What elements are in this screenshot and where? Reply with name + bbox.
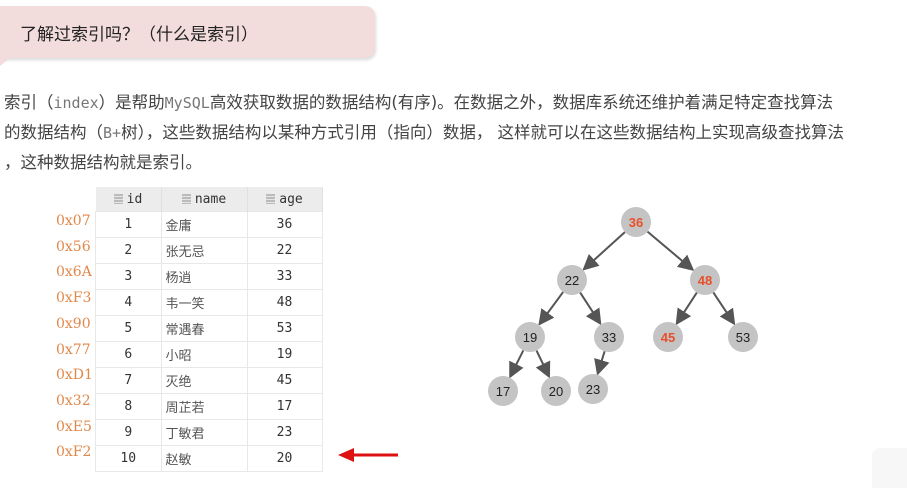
table-row[interactable]: 9 丁敏君 23 (95, 419, 323, 446)
tree-edge (646, 230, 695, 271)
tree-node (557, 265, 587, 295)
row-address: 0xE5 (56, 418, 92, 435)
cell-name: 丁敏君 (160, 419, 248, 446)
definition-paragraph: 索引（index）是帮助MySQL高效获取数据的数据结构(有序)。在数据之外，数… (4, 88, 904, 178)
table-row[interactable]: 3 杨逍 33 (95, 263, 323, 290)
cell-id: 4 (95, 289, 162, 316)
column-icon (266, 193, 276, 204)
table-row[interactable]: 4 韦一笑 48 (95, 289, 323, 316)
tree-node-label: 20 (549, 384, 563, 399)
bubble-tail (0, 58, 10, 66)
tree-node-label: 33 (602, 330, 616, 345)
text-mono: MySQL (164, 94, 210, 112)
tree-node-label: 45 (661, 330, 675, 345)
table-row[interactable]: 8 周芷若 17 (95, 393, 323, 420)
text: 高效获取数据的数据结构(有序)。在数据之外，数据库系统还维护着满足特定查找算法 (209, 93, 834, 112)
paragraph-line-2: 的数据结构（B+树），这些数据结构以某种方式引用（指向）数据， 这样就可以在这些… (4, 118, 904, 148)
column-header-label: name (194, 191, 227, 207)
cell-id: 10 (95, 445, 162, 472)
cell-age: 19 (246, 341, 323, 368)
cell-name: 灭绝 (160, 367, 248, 394)
cell-id: 2 (95, 237, 162, 264)
tree-node (578, 374, 608, 404)
tree-edge (594, 351, 610, 376)
tree-node (594, 322, 624, 352)
tree-node-label: 36 (629, 215, 643, 230)
paragraph-line-1: 索引（index）是帮助MySQL高效获取数据的数据结构(有序)。在数据之外，数… (4, 88, 904, 118)
table-row[interactable]: 7 灭绝 45 (95, 367, 323, 394)
column-header-label: id (126, 191, 143, 207)
text-mono: index (53, 94, 99, 112)
table-row[interactable]: 6 小昭 19 (95, 341, 323, 368)
table-row[interactable]: 10 赵敏 20 (95, 445, 323, 472)
tree-edge (509, 349, 525, 379)
paragraph-line-3: ，这种数据结构就是索引。 (4, 153, 202, 172)
tree-edge (582, 231, 626, 271)
column-header-label: age (279, 191, 303, 207)
cell-name: 周芷若 (160, 393, 248, 420)
tree-node-label: 17 (496, 384, 510, 399)
question-title: 了解过索引吗？（什么是索引） (20, 25, 258, 45)
user-table: id name age 1 金庸 36 2 张无忌 22 3 杨逍 33 4 韦一笑 48 5 常遇春 53 6 小… (95, 187, 323, 472)
text: 索引（ (4, 93, 54, 112)
tree-node-label: 53 (736, 330, 750, 345)
text: ）是帮助 (98, 93, 165, 112)
column-header-id[interactable]: id (95, 187, 162, 212)
tree-edge (675, 292, 698, 326)
cell-name: 张无忌 (160, 237, 248, 264)
row-address: 0x56 (56, 238, 91, 255)
tree-node-label: 22 (565, 273, 579, 288)
column-icon (181, 193, 191, 204)
row-address: 0xD1 (56, 367, 93, 384)
question-bubble: 了解过索引吗？（什么是索引） (0, 6, 375, 66)
tree-node (728, 322, 758, 352)
table-row[interactable]: 2 张无忌 22 (95, 237, 323, 264)
red-arrow-icon (338, 448, 398, 462)
cell-age: 20 (246, 445, 323, 472)
row-address: 0xF3 (56, 290, 92, 307)
video-player-icon[interactable] (872, 448, 907, 488)
row-address: 0x07 (56, 213, 91, 229)
row-address: 0x6A (56, 264, 92, 281)
tree-node (653, 322, 683, 352)
cell-id: 9 (95, 419, 162, 446)
tree-node-label: 19 (523, 330, 537, 345)
row-address: 0x32 (56, 392, 91, 409)
text: 的数据结构（ (4, 123, 103, 142)
row-address: 0xF2 (56, 444, 92, 461)
tree-node (690, 265, 720, 295)
cell-age: 36 (246, 211, 323, 238)
tree-edge (712, 291, 736, 326)
column-header-age[interactable]: age (247, 187, 323, 212)
cell-name: 赵敏 (160, 445, 248, 472)
column-icon (113, 193, 123, 204)
row-address: 0x90 (56, 315, 91, 332)
text-mono: B+ (103, 124, 122, 142)
tree-node (621, 207, 651, 237)
tree-node-label: 23 (586, 382, 600, 397)
column-header-name[interactable]: name (161, 187, 248, 212)
tree-edge (538, 291, 564, 326)
tree-node (541, 376, 571, 406)
tree-edge (535, 350, 551, 379)
text: 树），这些数据结构以某种方式引用（指向）数据， 这样就可以在这些数据结构上实现高… (121, 123, 845, 142)
tree-edge (579, 292, 602, 326)
tree-node (515, 322, 545, 352)
row-address: 0x77 (56, 341, 91, 358)
tree-node (488, 376, 518, 406)
tree-node-label: 48 (698, 273, 712, 288)
